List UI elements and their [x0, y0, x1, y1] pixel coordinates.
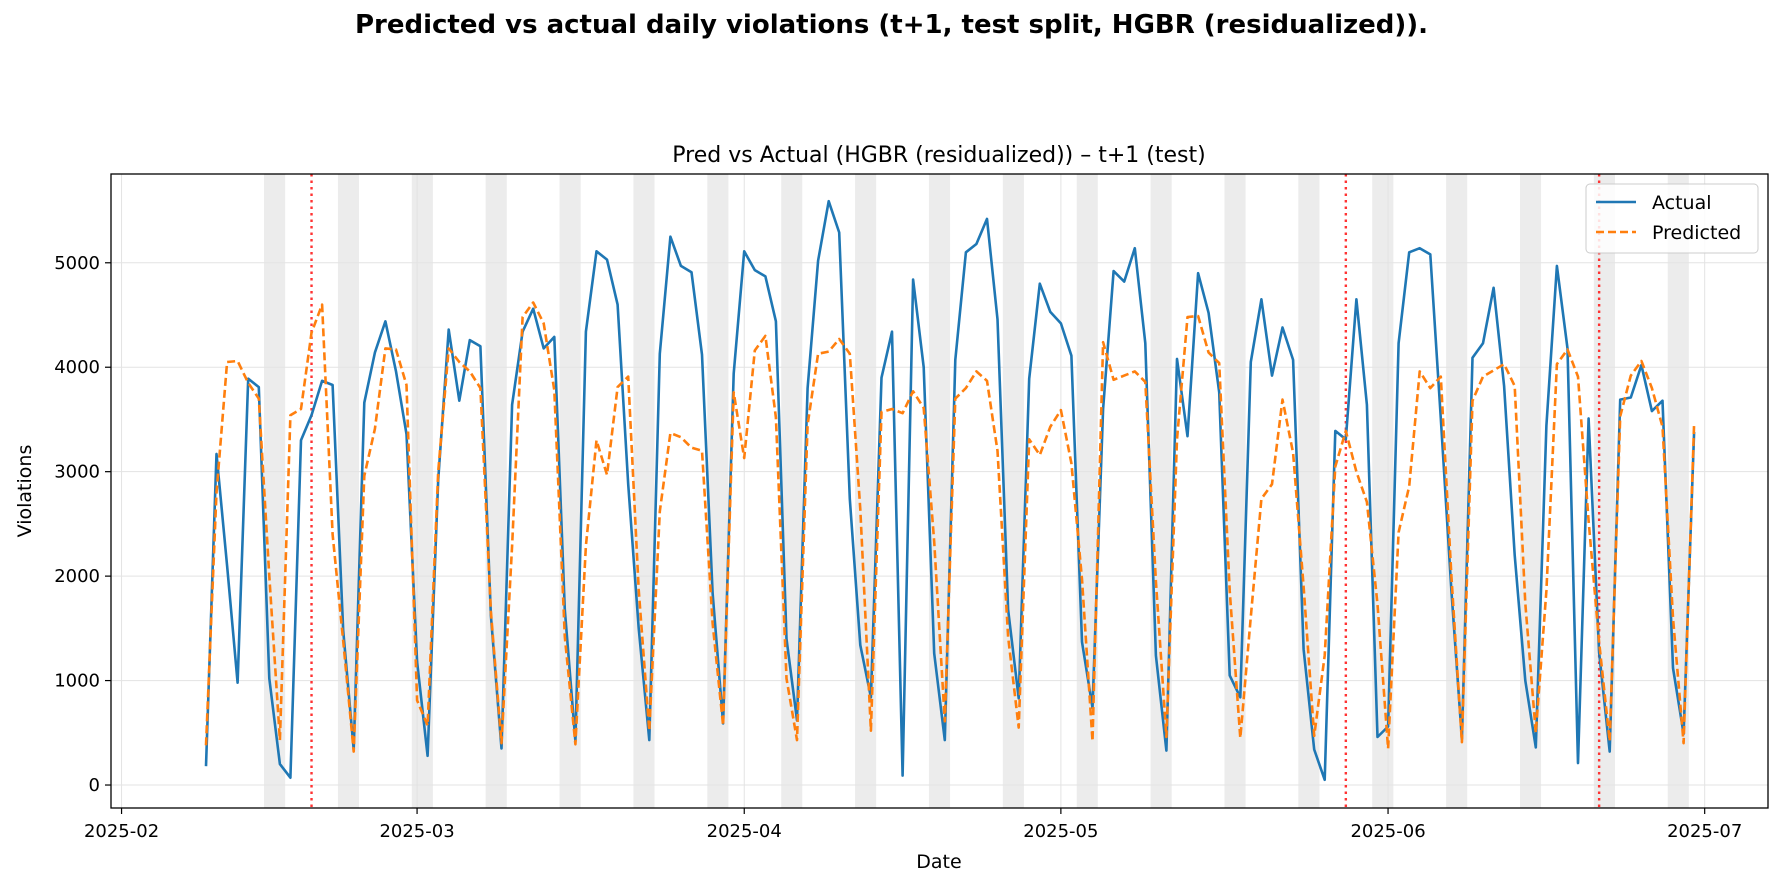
figure-suptitle: Predicted vs actual daily violations (t+… [354, 10, 1429, 40]
x-axis-ticks: 2025-02 2025-03 2025-04 2025-05 2025-06 2025-… [84, 808, 1742, 842]
series-lines [204, 199, 1696, 782]
weekend-band [1002, 174, 1024, 808]
y-tick-label: 1000 [54, 671, 100, 692]
weekend-band [1372, 174, 1394, 808]
x-tick-label: 2025-07 [1667, 821, 1742, 842]
x-tick-label: 2025-05 [1023, 821, 1098, 842]
x-tick-label: 2025-04 [707, 821, 782, 842]
legend-label-actual: Actual [1652, 192, 1712, 214]
weekend-band [559, 174, 581, 808]
plot-frame [110, 173, 1769, 809]
legend-label-predicted: Predicted [1652, 222, 1741, 244]
weekend-band [781, 174, 803, 808]
vertical-markers [310, 174, 1601, 808]
y-tick-label: 5000 [54, 253, 100, 274]
y-tick-label: 0 [89, 775, 100, 796]
weekend-shading [264, 174, 1689, 808]
weekend-band [485, 174, 507, 808]
weekend-band [928, 174, 951, 808]
weekend-band [1519, 174, 1542, 808]
y-tick-label: 2000 [54, 566, 100, 587]
chart-title: Pred vs Actual (HGBR (residualized)) – t… [672, 143, 1205, 168]
x-tick-label: 2025-03 [379, 821, 454, 842]
weekend-band [1446, 174, 1468, 808]
weekend-band [707, 174, 729, 808]
y-axis-ticks: 0 1000 2000 3000 4000 5000 [54, 253, 111, 796]
x-axis-label: Date [916, 851, 961, 873]
y-tick-label: 3000 [54, 462, 100, 483]
x-tick-label: 2025-02 [84, 821, 159, 842]
legend: Actual Predicted [1585, 183, 1759, 254]
weekend-band [1224, 174, 1246, 808]
weekend-band [337, 174, 360, 808]
y-tick-label: 4000 [54, 357, 100, 378]
weekend-band [633, 174, 655, 808]
weekend-band [1667, 174, 1689, 808]
y-axis-label: Violations [14, 445, 36, 538]
x-tick-label: 2025-06 [1350, 821, 1425, 842]
weekend-band [1076, 174, 1098, 808]
grid-lines [111, 174, 1768, 808]
